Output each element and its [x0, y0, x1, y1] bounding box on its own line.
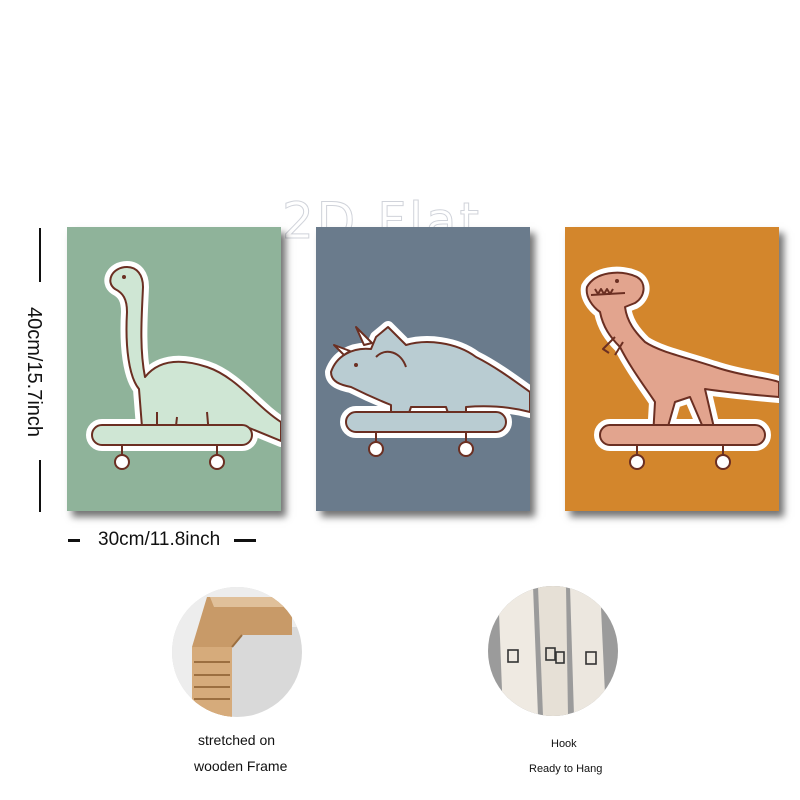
hook-caption-line2: Ready to Hang — [529, 763, 603, 775]
width-dimension-tick-right — [234, 538, 257, 542]
frame-caption-line2: wooden Frame — [194, 758, 288, 774]
canvas-panel-brachiosaurus — [67, 227, 281, 511]
frame-caption-line1: stretched on — [198, 732, 276, 748]
width-dimension-label: 30cm/11.8inch — [98, 529, 221, 550]
canvas-panel-t-rex — [565, 227, 779, 511]
width-dimension: 30cm/11.8inch — [68, 529, 257, 551]
wooden-frame-photo — [172, 587, 302, 717]
hook-caption-line1: Hook — [551, 738, 577, 750]
height-dimension-line-top — [39, 228, 41, 282]
wooden-frame-icon — [172, 587, 302, 717]
brachiosaurus-skateboard-icon — [67, 227, 281, 511]
width-dimension-tick-left — [68, 538, 80, 542]
hook-icon — [488, 586, 618, 716]
height-dimension-label: 40cm/15.7inch — [23, 306, 45, 438]
height-dimension-line-bottom — [39, 460, 41, 512]
triceratops-skateboard-icon — [316, 227, 530, 511]
canvas-panel-triceratops — [316, 227, 530, 511]
t-rex-skateboard-icon — [565, 227, 779, 511]
hook-photo — [488, 586, 618, 716]
